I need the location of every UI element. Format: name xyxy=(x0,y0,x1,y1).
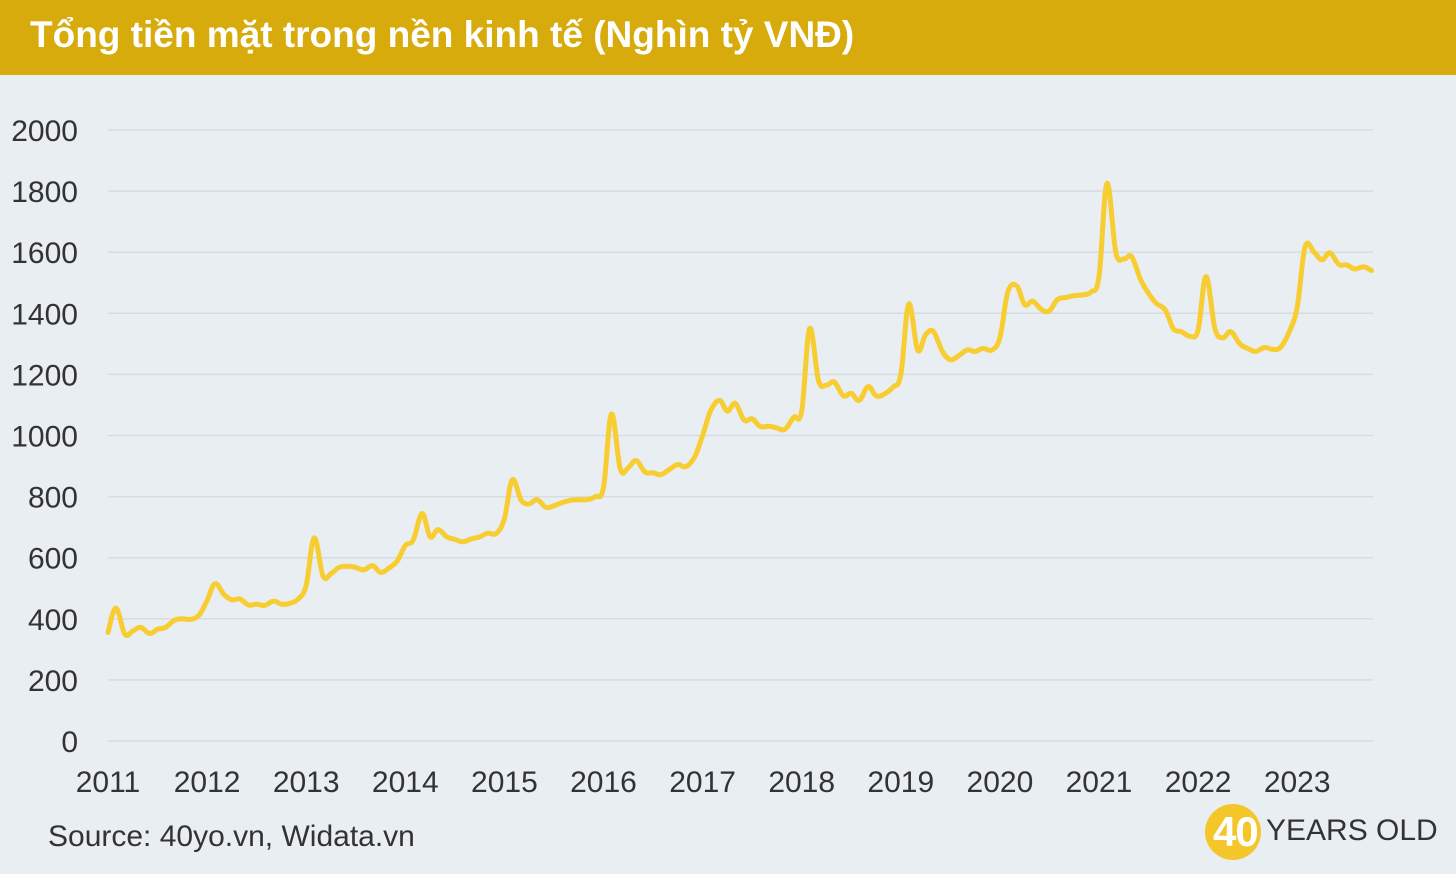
x-tick-label: 2023 xyxy=(1264,766,1331,799)
x-tick-label: 2016 xyxy=(570,766,637,799)
x-tick-label: 2018 xyxy=(768,766,835,799)
y-tick-label: 400 xyxy=(28,604,78,637)
y-tick-label: 0 xyxy=(61,726,78,759)
logo-number: 40 xyxy=(1213,808,1259,855)
y-tick-label: 1200 xyxy=(11,359,78,392)
series-line xyxy=(105,180,1374,638)
y-tick-label: 600 xyxy=(28,543,78,576)
x-tick-label: 2021 xyxy=(1066,766,1133,799)
x-tick-label: 2013 xyxy=(273,766,340,799)
y-tick-label: 2000 xyxy=(11,115,78,148)
x-tick-label: 2020 xyxy=(967,766,1034,799)
y-tick-label: 1400 xyxy=(11,298,78,331)
chart-header: Tổng tiền mặt trong nền kinh tế (Nghìn t… xyxy=(0,0,1456,75)
grid-lines xyxy=(108,129,1373,742)
y-tick-label: 200 xyxy=(28,665,78,698)
logo-text: YEARS OLD xyxy=(1266,814,1438,847)
source-note: Source: 40yo.vn, Widata.vn xyxy=(48,820,415,853)
x-tick-label: 2015 xyxy=(471,766,538,799)
logo-circle xyxy=(1205,804,1261,860)
y-tick-label: 1000 xyxy=(11,421,78,454)
y-axis-ticks: 0 200 400 600 800 1000 1200 1400 1600 1800 2000 xyxy=(11,115,78,759)
x-tick-label: 2022 xyxy=(1165,766,1232,799)
x-tick-label: 2011 xyxy=(76,766,141,799)
x-tick-label: 2019 xyxy=(867,766,934,799)
chart-title: Tổng tiền mặt trong nền kinh tế (Nghìn t… xyxy=(30,14,855,55)
x-tick-label: 2014 xyxy=(372,766,439,799)
series-layer xyxy=(105,180,1374,638)
y-tick-label: 1800 xyxy=(11,176,78,209)
x-axis-ticks: 2011 2012 2013 2014 2015 2016 2017 2018 2019 2020… xyxy=(76,766,1331,799)
y-tick-label: 800 xyxy=(28,482,78,515)
x-tick-label: 2017 xyxy=(669,766,736,799)
y-tick-label: 1600 xyxy=(11,237,78,270)
line-chart: 0 200 400 600 800 1000 1200 1400 1600 1800 2000 20… xyxy=(11,115,1374,799)
x-tick-label: 2012 xyxy=(174,766,241,799)
